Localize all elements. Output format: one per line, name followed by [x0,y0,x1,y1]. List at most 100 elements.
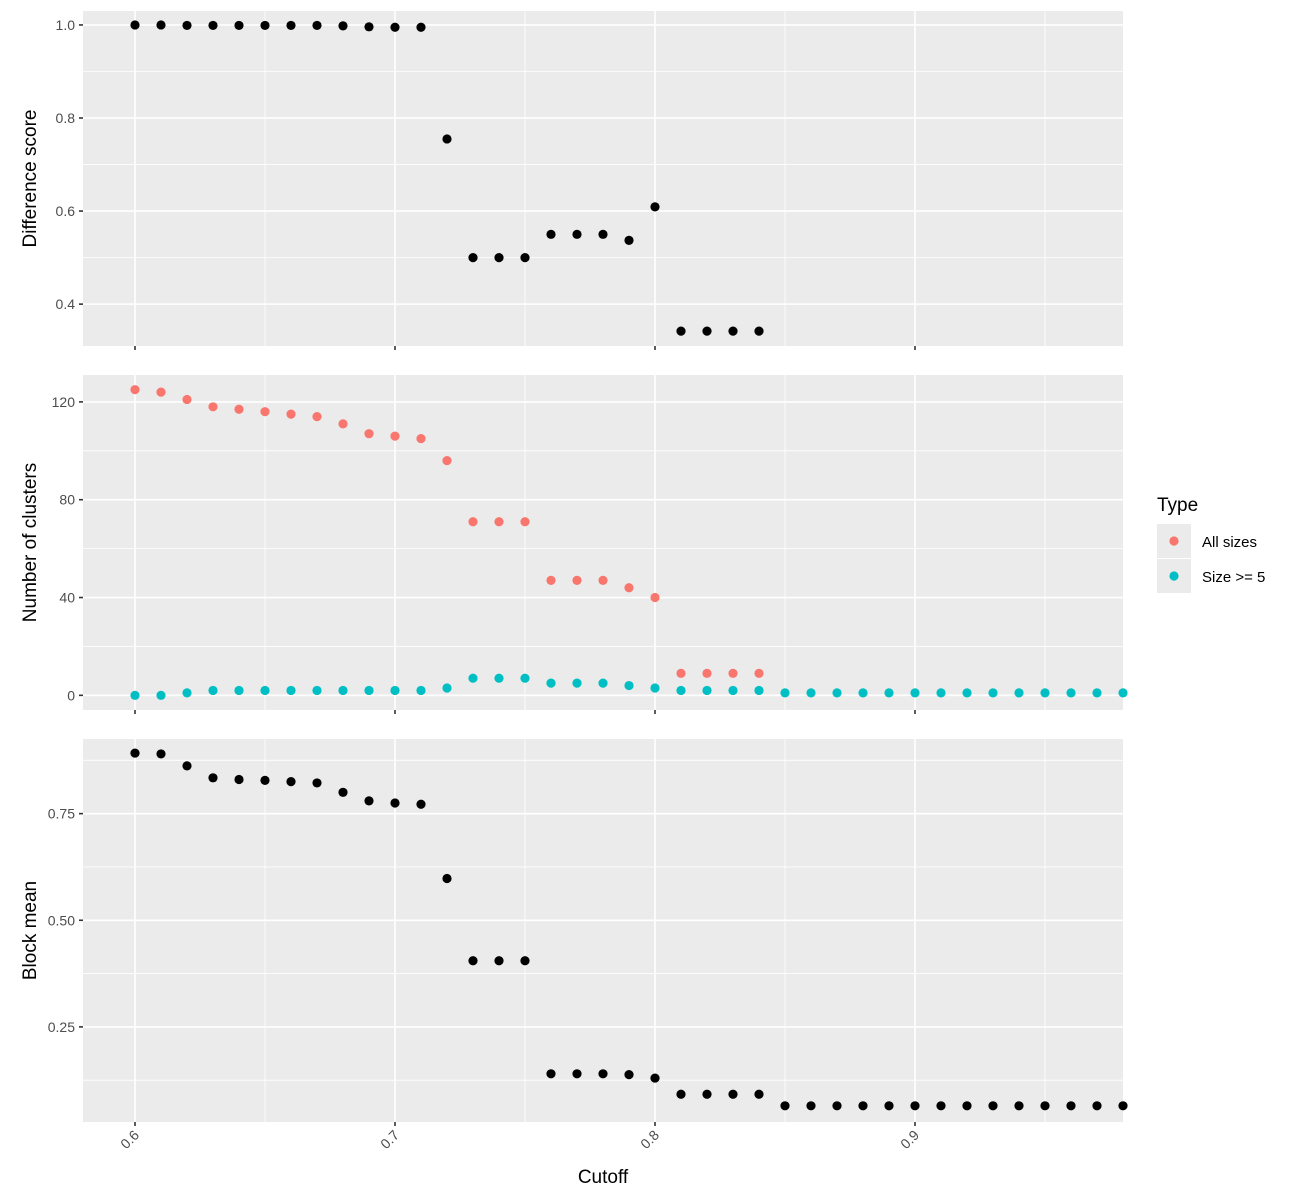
data-point [364,796,374,806]
legend-key-point [1169,536,1179,546]
data-point [338,21,348,31]
series-all-sizes [130,385,764,678]
data-point [572,1069,582,1079]
data-point [676,1089,686,1099]
data-point [260,775,270,785]
data-point [494,956,504,966]
y-tick-label: 0.4 [56,296,76,312]
data-point [494,517,504,527]
y-axis-title: Block mean [20,881,41,980]
data-point [780,1101,790,1111]
data-point [806,1101,816,1111]
data-point [650,683,660,693]
data-point [442,683,452,693]
x-tick-label: 0.8 [637,1127,662,1152]
data-point [962,688,972,698]
data-point [884,688,894,698]
data-point [702,1089,712,1099]
data-point [676,685,686,696]
data-point [806,688,816,698]
data-point [728,685,738,696]
data-point [234,404,244,414]
y-tick-label: 0.25 [48,1019,75,1035]
y-tick-label: 120 [52,394,76,410]
y-axis-title: Difference score [20,110,41,248]
data-point [468,252,478,263]
data-point [1040,688,1050,698]
data-point [468,956,478,966]
data-point [468,517,478,527]
data-point [286,685,296,696]
data-point [650,1073,660,1083]
data-point [910,688,920,698]
y-tick-label: 0.6 [56,203,76,219]
y-tick-label: 0.75 [48,806,75,822]
y-tick-label: 1.0 [56,17,76,33]
data-point [546,229,556,239]
data-point [338,787,348,797]
data-point [416,799,426,809]
data-point [676,668,686,678]
data-point [286,409,296,419]
data-point [312,685,322,696]
data-point [130,20,140,30]
data-point [676,326,686,336]
data-point [260,20,270,31]
panel-background [83,739,1123,1122]
data-point [624,1070,634,1080]
y-tick-label: 0.8 [56,110,76,126]
data-point [650,592,660,603]
data-point [1066,688,1076,698]
panel-background [83,11,1123,346]
data-point [156,690,166,700]
data-point [728,326,738,336]
data-point [884,1101,894,1111]
data-point [832,1101,842,1111]
data-point [1066,1101,1076,1111]
data-point [182,761,192,771]
data-point [754,685,764,696]
y-axis-title: Number of clusters [20,463,41,622]
data-point [832,688,842,698]
panel-top: 0.4 0.6 0.8 1.0 Difference score [20,11,1123,350]
legend-key-point [1169,571,1179,581]
data-point [598,678,608,688]
data-point [624,235,634,245]
data-point [858,688,868,698]
data-point [546,575,556,586]
data-point [260,407,270,417]
data-point [1092,1101,1102,1111]
data-point [208,20,218,31]
data-point [494,252,504,263]
data-point [156,749,166,759]
data-point [1118,688,1128,698]
data-point [598,575,608,586]
x-tick-label: 0.7 [377,1127,402,1152]
data-point [936,688,946,698]
data-point [988,1101,998,1111]
data-point [390,685,400,696]
data-point [520,956,530,966]
data-point [702,668,712,678]
data-point [728,1089,738,1099]
data-point [858,1101,868,1111]
data-point [130,748,140,758]
data-point [702,326,712,336]
x-axis-title: Cutoff [578,1167,629,1188]
data-point [208,685,218,696]
y-tick-label: 0 [67,687,75,703]
data-point [416,433,426,444]
data-point [1118,1101,1128,1111]
data-point [338,685,348,696]
legend-label: Size >= 5 [1202,569,1265,586]
x-tick-label: 0.9 [897,1127,922,1152]
panel-bottom: 0.25 0.50 0.75 Block mean [20,739,1128,1126]
data-point [1040,1101,1050,1111]
data-point [234,685,244,696]
data-point [520,673,530,683]
data-point [390,798,400,808]
y-tick-label: 40 [59,590,75,606]
data-point [208,773,218,783]
data-point [1014,1101,1024,1111]
